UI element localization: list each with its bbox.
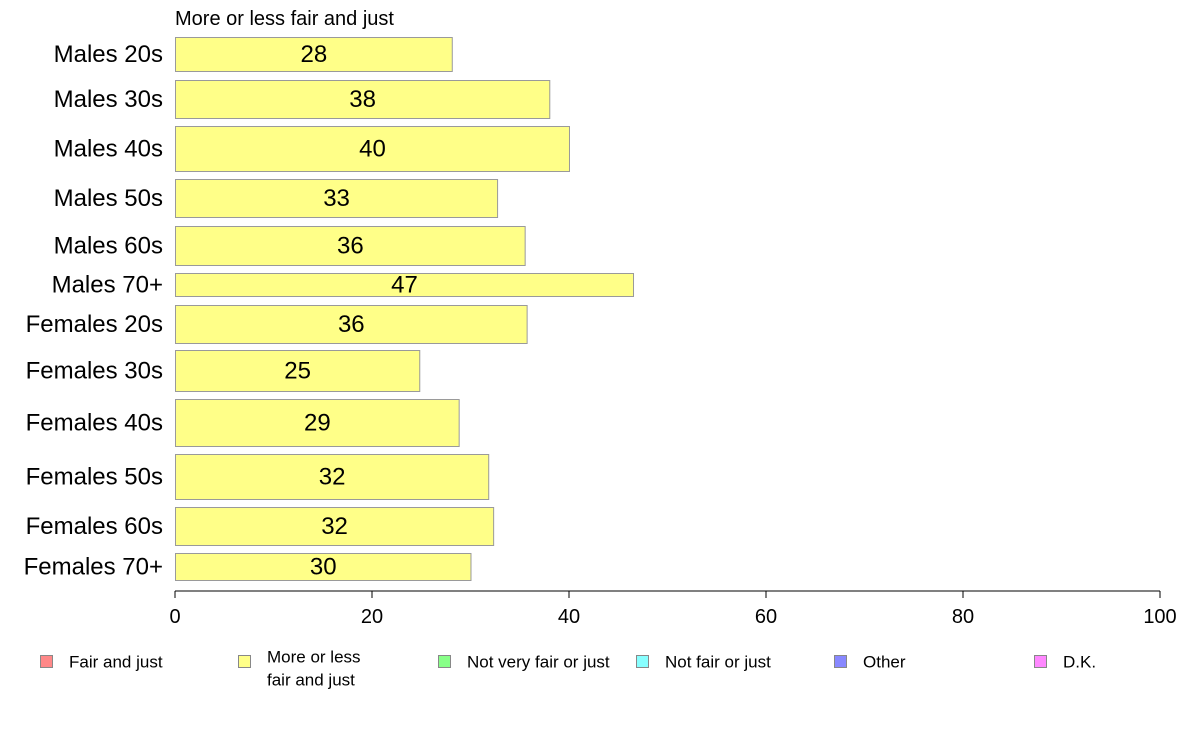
bar (175, 80, 551, 119)
bar-value-label: 36 (338, 311, 365, 338)
category-label: Females 60s (26, 513, 163, 540)
bars-group: Males 20s 28 Males 30s 38 Males 40s 40 Males 5… (24, 37, 635, 581)
bar-value-label: 33 (323, 185, 350, 212)
x-tick-label: 0 (169, 606, 180, 628)
legend-swatch (834, 655, 847, 668)
category-label: Males 70+ (52, 272, 163, 299)
bar (175, 454, 490, 500)
x-tick-label: 20 (361, 606, 383, 628)
bar-value-label: 29 (304, 410, 331, 437)
bar-value-label: 32 (319, 464, 346, 491)
category-label: Males 40s (54, 136, 163, 163)
category-label: Females 30s (26, 358, 163, 385)
bar (175, 126, 570, 172)
bar-value-label: 32 (321, 513, 348, 540)
legend-label: Fair and just (69, 653, 163, 672)
legend-item: Not very fair or just (438, 653, 610, 672)
category-label: Males 50s (54, 185, 163, 212)
bar-value-label: 30 (310, 554, 337, 581)
legend-item: Fair and just (40, 653, 163, 672)
bar (175, 553, 472, 581)
category-label: Males 60s (54, 233, 163, 260)
bar (175, 305, 528, 344)
category-label: Females 70+ (24, 554, 163, 581)
legend-swatch (438, 655, 451, 668)
legend-label: D.K. (1063, 653, 1096, 672)
category-label: Females 50s (26, 464, 163, 491)
legend: Fair and just More or less fair and just No… (40, 648, 1096, 690)
x-tick-label: 60 (755, 606, 777, 628)
legend-swatch (40, 655, 53, 668)
legend-swatch (636, 655, 649, 668)
bar (175, 273, 635, 297)
bar (175, 226, 526, 266)
legend-label: fair and just (267, 671, 355, 690)
bar-value-label: 25 (284, 358, 311, 385)
bar-value-label: 28 (301, 41, 328, 68)
x-axis: 0 20 40 60 80 100 (169, 590, 1177, 628)
x-tick-label: 40 (558, 606, 580, 628)
bar (175, 37, 453, 72)
legend-item: Not fair or just (636, 653, 771, 672)
legend-label: Not fair or just (665, 653, 771, 672)
category-label: Males 20s (54, 41, 163, 68)
legend-item: D.K. (1034, 653, 1096, 672)
legend-item: More or less fair and just (238, 648, 361, 690)
x-tick-label: 100 (1143, 606, 1176, 628)
bar (175, 350, 421, 392)
x-tick-label: 80 (952, 606, 974, 628)
legend-item: Other (834, 653, 906, 672)
bar (175, 179, 499, 218)
bar-value-label: 47 (391, 272, 418, 299)
bar-value-label: 36 (337, 233, 364, 260)
bar-value-label: 38 (349, 86, 376, 113)
legend-label: Not very fair or just (467, 653, 610, 672)
category-label: Females 40s (26, 410, 163, 437)
bar (175, 507, 495, 546)
chart-title: More or less fair and just (175, 8, 394, 30)
legend-swatch (238, 655, 251, 668)
category-label: Males 30s (54, 86, 163, 113)
legend-label: More or less (267, 648, 361, 667)
bar (175, 399, 460, 447)
category-label: Females 20s (26, 311, 163, 338)
legend-swatch (1034, 655, 1047, 668)
legend-label: Other (863, 653, 906, 672)
bar-value-label: 40 (359, 136, 386, 163)
